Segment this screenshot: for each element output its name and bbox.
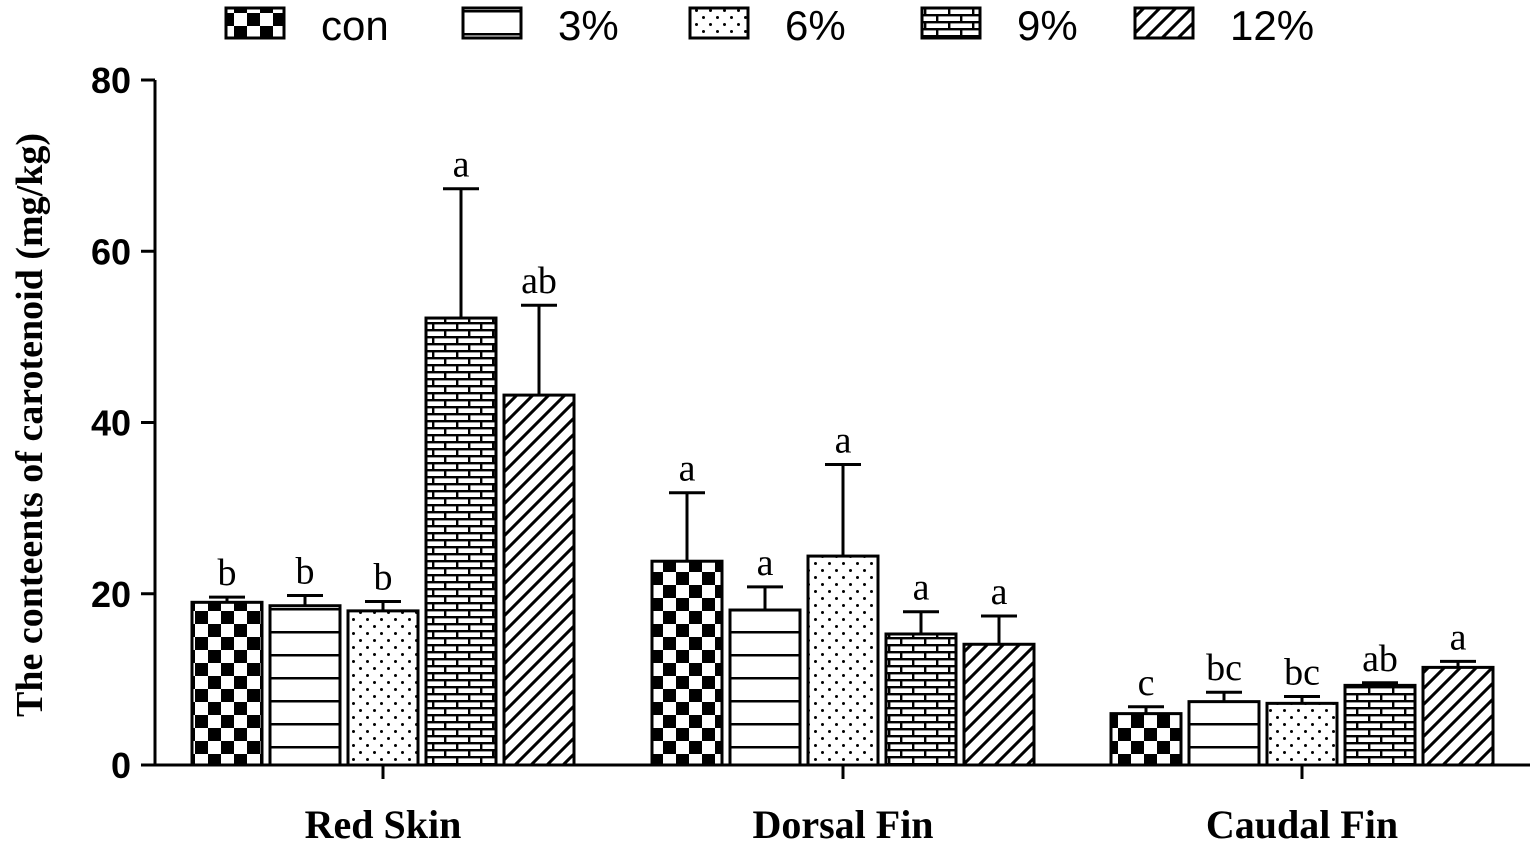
y-axis: 0 20 40 60 80 — [91, 60, 157, 786]
bar — [1187, 700, 1261, 767]
significance-label: a — [991, 571, 1008, 613]
legend-label: 6% — [785, 2, 846, 49]
bar — [884, 632, 958, 767]
bar — [1343, 683, 1417, 767]
y-tick-label: 80 — [91, 60, 131, 101]
y-axis-label: The conteents of carotenoid (mg/kg) — [9, 133, 51, 717]
bar — [190, 600, 264, 767]
bar — [806, 554, 880, 767]
x-category-label: Red Skin — [305, 802, 462, 846]
legend-label: 12% — [1230, 2, 1314, 49]
legend-label: 3% — [558, 2, 619, 49]
significance-label: bc — [1284, 652, 1320, 694]
bar — [1265, 701, 1339, 767]
legend: con 3% 6% 9% 12% — [224, 2, 1314, 49]
significance-label: bc — [1206, 647, 1242, 689]
bar — [268, 604, 342, 767]
bar — [346, 609, 420, 767]
y-tick-label: 40 — [91, 403, 131, 444]
significance-label: ab — [1362, 638, 1398, 680]
significance-label: a — [913, 567, 930, 609]
significance-label: b — [374, 556, 393, 598]
significance-label: a — [453, 144, 470, 186]
bar — [1421, 665, 1495, 767]
y-tick-label: 60 — [91, 231, 131, 272]
bar — [728, 608, 802, 767]
significance-label: ab — [521, 260, 557, 302]
y-tick-label: 20 — [91, 574, 131, 615]
significance-label: b — [218, 552, 237, 594]
x-category-label: Dorsal Fin — [752, 802, 933, 846]
legend-swatch — [920, 6, 982, 40]
bar — [502, 393, 576, 767]
legend-swatch — [224, 6, 286, 40]
significance-label: a — [1450, 616, 1467, 658]
bar — [1109, 712, 1183, 767]
legend-swatch — [1133, 6, 1195, 40]
legend-label: 9% — [1017, 2, 1078, 49]
y-tick-label: 0 — [111, 745, 131, 786]
bar — [962, 642, 1036, 767]
x-axis: Red Skin Dorsal Fin Caudal Fin — [155, 763, 1530, 846]
legend-swatch — [688, 6, 750, 40]
x-category-label: Caudal Fin — [1206, 802, 1398, 846]
legend-swatch — [461, 6, 523, 40]
bar — [424, 316, 498, 767]
significance-label: a — [835, 419, 852, 461]
significance-label: c — [1138, 662, 1155, 704]
significance-label: a — [757, 542, 774, 584]
significance-label: a — [679, 448, 696, 490]
bar — [650, 559, 724, 767]
legend-label: con — [321, 2, 389, 49]
significance-label: b — [296, 550, 315, 592]
